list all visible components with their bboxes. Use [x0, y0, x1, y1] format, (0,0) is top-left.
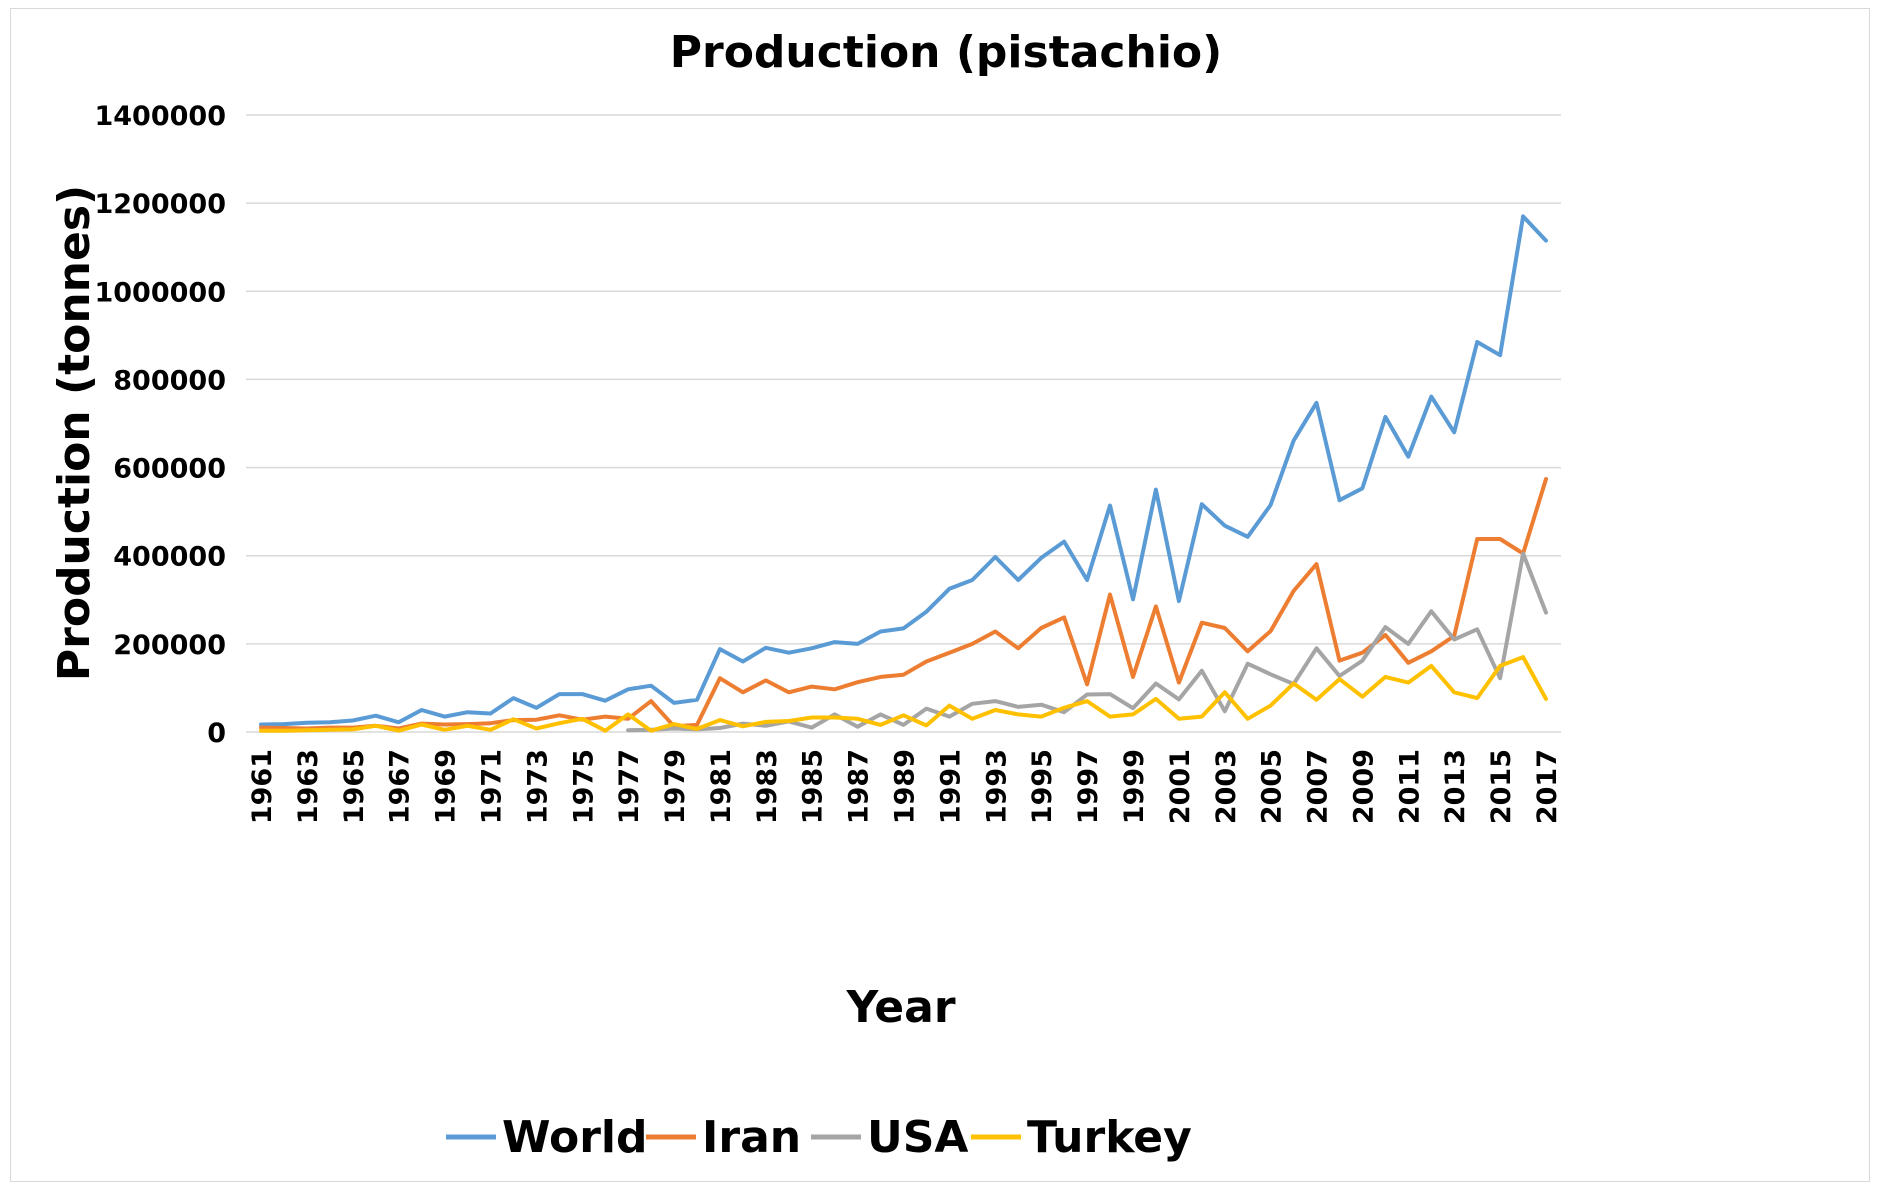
legend-item-usa: USA [811, 1112, 968, 1163]
legend: World Iran USA Turkey [446, 1112, 1192, 1163]
legend-label: Iran [702, 1112, 801, 1163]
legend-label: Turkey [1027, 1112, 1192, 1163]
y-tick-label: 0 [207, 718, 226, 749]
x-tick-label: 1995 [1027, 749, 1058, 824]
y-tick-label: 800000 [113, 365, 226, 396]
x-tick-label: 1997 [1073, 749, 1104, 824]
x-tick-label: 1963 [293, 749, 324, 824]
chart-title: Production (pistachio) [670, 27, 1223, 78]
x-tick-label: 1991 [935, 749, 966, 824]
x-tick-label: 1981 [706, 749, 737, 824]
x-axis-title: Year [845, 982, 955, 1033]
chart-frame: Production (pistachio) 0 200000 400000 6000… [10, 8, 1870, 1182]
x-tick-label: 1967 [385, 749, 416, 824]
y-axis-title: Production (tonnes) [49, 185, 100, 681]
x-tick-label: 2003 [1211, 749, 1242, 824]
y-tick-label: 1400000 [94, 101, 226, 132]
x-tick-label: 2017 [1532, 749, 1563, 824]
x-tick-label: 1975 [568, 749, 599, 824]
y-tick-label: 1200000 [94, 189, 226, 220]
x-tick-label: 1987 [844, 749, 875, 824]
series-line-turkey [259, 655, 1548, 733]
legend-label: World [502, 1112, 647, 1163]
x-tick-label: 1993 [981, 749, 1012, 824]
x-tick-label: 1965 [339, 749, 370, 824]
x-tick-label: 1969 [431, 749, 462, 824]
x-tick-label: 1999 [1119, 749, 1150, 824]
x-tick-label: 2011 [1394, 749, 1425, 824]
x-tick-label: 2009 [1348, 749, 1379, 824]
x-tick-label: 1977 [614, 749, 645, 824]
x-axis-ticks: 1961 1963 1965 1967 1969 1971 1973 1975 1977 1979… [247, 749, 1563, 824]
legend-label: USA [867, 1112, 968, 1163]
legend-item-world: World [446, 1112, 647, 1163]
series-lines [259, 214, 1548, 733]
x-tick-label: 1989 [890, 749, 921, 824]
x-tick-label: 2015 [1486, 749, 1517, 824]
x-tick-label: 2007 [1303, 749, 1334, 824]
y-tick-label: 400000 [113, 542, 226, 573]
gridlines [246, 114, 1561, 733]
y-axis-ticks: 0 200000 400000 600000 800000 1000000 1200000 1… [94, 101, 226, 749]
line-chart: Production (pistachio) 0 200000 400000 6000… [49, 27, 1563, 1163]
series-line-world [259, 214, 1548, 727]
x-tick-label: 2013 [1440, 749, 1471, 824]
y-tick-label: 600000 [113, 454, 226, 485]
x-tick-label: 1961 [247, 749, 278, 824]
legend-item-iran: Iran [646, 1112, 801, 1163]
y-tick-label: 200000 [113, 630, 226, 661]
y-tick-label: 1000000 [94, 277, 226, 308]
legend-item-turkey: Turkey [971, 1112, 1192, 1163]
series-line-iran [259, 477, 1548, 731]
x-tick-label: 1985 [798, 749, 829, 824]
x-tick-label: 1973 [522, 749, 553, 824]
x-tick-label: 1983 [752, 749, 783, 824]
x-tick-label: 2005 [1257, 749, 1288, 824]
x-tick-label: 1971 [476, 749, 507, 824]
x-tick-label: 1979 [660, 749, 691, 824]
x-tick-label: 2001 [1165, 749, 1196, 824]
